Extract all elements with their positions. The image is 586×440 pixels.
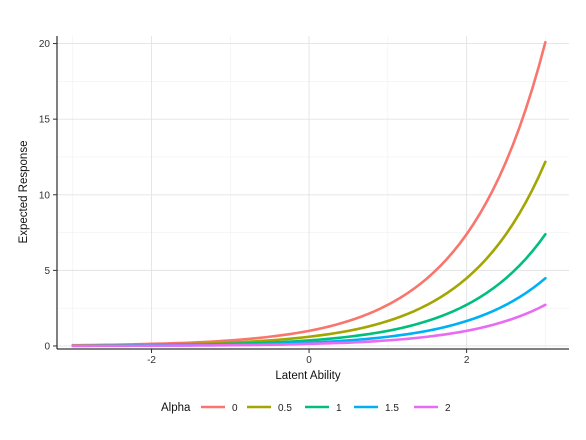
legend-label: 2 (445, 403, 451, 414)
legend-title: Alpha (161, 402, 191, 414)
y-tick-label: 10 (39, 190, 51, 201)
x-tick-label: 2 (464, 355, 470, 366)
legend-label: 1 (336, 403, 342, 414)
y-tick-label: 20 (39, 39, 51, 50)
legend-label: 1.5 (385, 403, 399, 414)
x-tick-label: -2 (147, 355, 156, 366)
x-tick-label: 0 (306, 355, 312, 366)
y-tick-label: 5 (44, 266, 50, 277)
legend-label: 0 (232, 403, 238, 414)
legend: Alpha 0 0.5 1 1.5 2 (161, 402, 451, 414)
x-axis-title: Latent Ability (275, 370, 340, 382)
y-tick-label: 15 (39, 115, 51, 126)
series-lines (71, 40, 547, 348)
axes (53, 36, 569, 353)
y-tick-label: 0 (44, 341, 50, 352)
series-line-alpha-2 (71, 303, 547, 348)
legend-label: 0.5 (278, 403, 292, 414)
y-axis-title: Expected Response (18, 141, 30, 244)
